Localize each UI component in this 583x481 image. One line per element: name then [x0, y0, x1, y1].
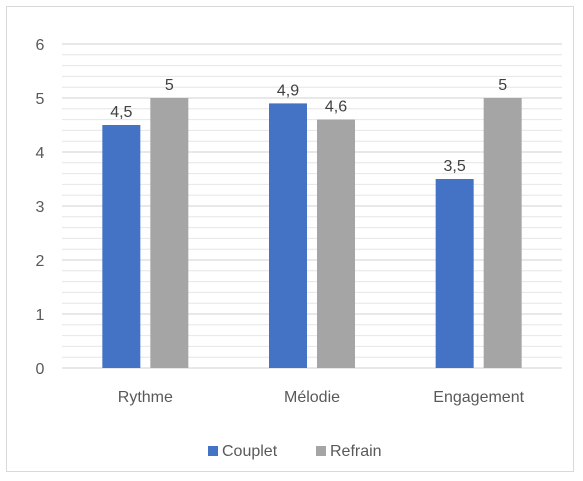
- y-tick-label: 1: [36, 307, 45, 324]
- data-label: 4,6: [325, 99, 347, 116]
- bar-refrain-1: [317, 119, 355, 368]
- bar-couplet-0: [102, 125, 141, 368]
- x-axis: Rythme Mélodie Engagement: [118, 389, 525, 406]
- legend-label-refrain: Refrain: [330, 443, 382, 460]
- data-label: 3,5: [444, 158, 466, 175]
- x-tick-label: Mélodie: [284, 389, 340, 406]
- legend-label-couplet: Couplet: [222, 443, 278, 460]
- x-tick-label: Engagement: [433, 389, 524, 406]
- legend-swatch-refrain: [316, 446, 326, 456]
- y-tick-label: 6: [36, 37, 45, 54]
- y-tick-label: 5: [36, 91, 45, 108]
- gridlines: [62, 43, 562, 369]
- legend-swatch-couplet: [208, 446, 218, 456]
- y-tick-label: 4: [36, 145, 45, 162]
- y-axis: 0 1 2 3 4 5 6: [36, 37, 45, 378]
- data-label: 4,9: [277, 82, 299, 99]
- data-label: 5: [498, 77, 507, 94]
- bar-couplet-1: [269, 103, 307, 369]
- y-tick-label: 2: [36, 253, 45, 270]
- y-tick-label: 3: [36, 199, 45, 216]
- bar-couplet-2: [435, 179, 474, 368]
- x-tick-label: Rythme: [118, 389, 173, 406]
- data-label: 4,5: [110, 104, 132, 121]
- data-labels: 4,5 5 4,9 4,6 3,5 5: [110, 77, 507, 175]
- bars: [102, 98, 522, 369]
- data-label: 5: [165, 77, 174, 94]
- y-tick-label: 0: [36, 361, 45, 378]
- bar-refrain-2: [483, 98, 522, 368]
- legend: Couplet Refrain: [208, 443, 382, 460]
- bar-refrain-0: [150, 98, 189, 368]
